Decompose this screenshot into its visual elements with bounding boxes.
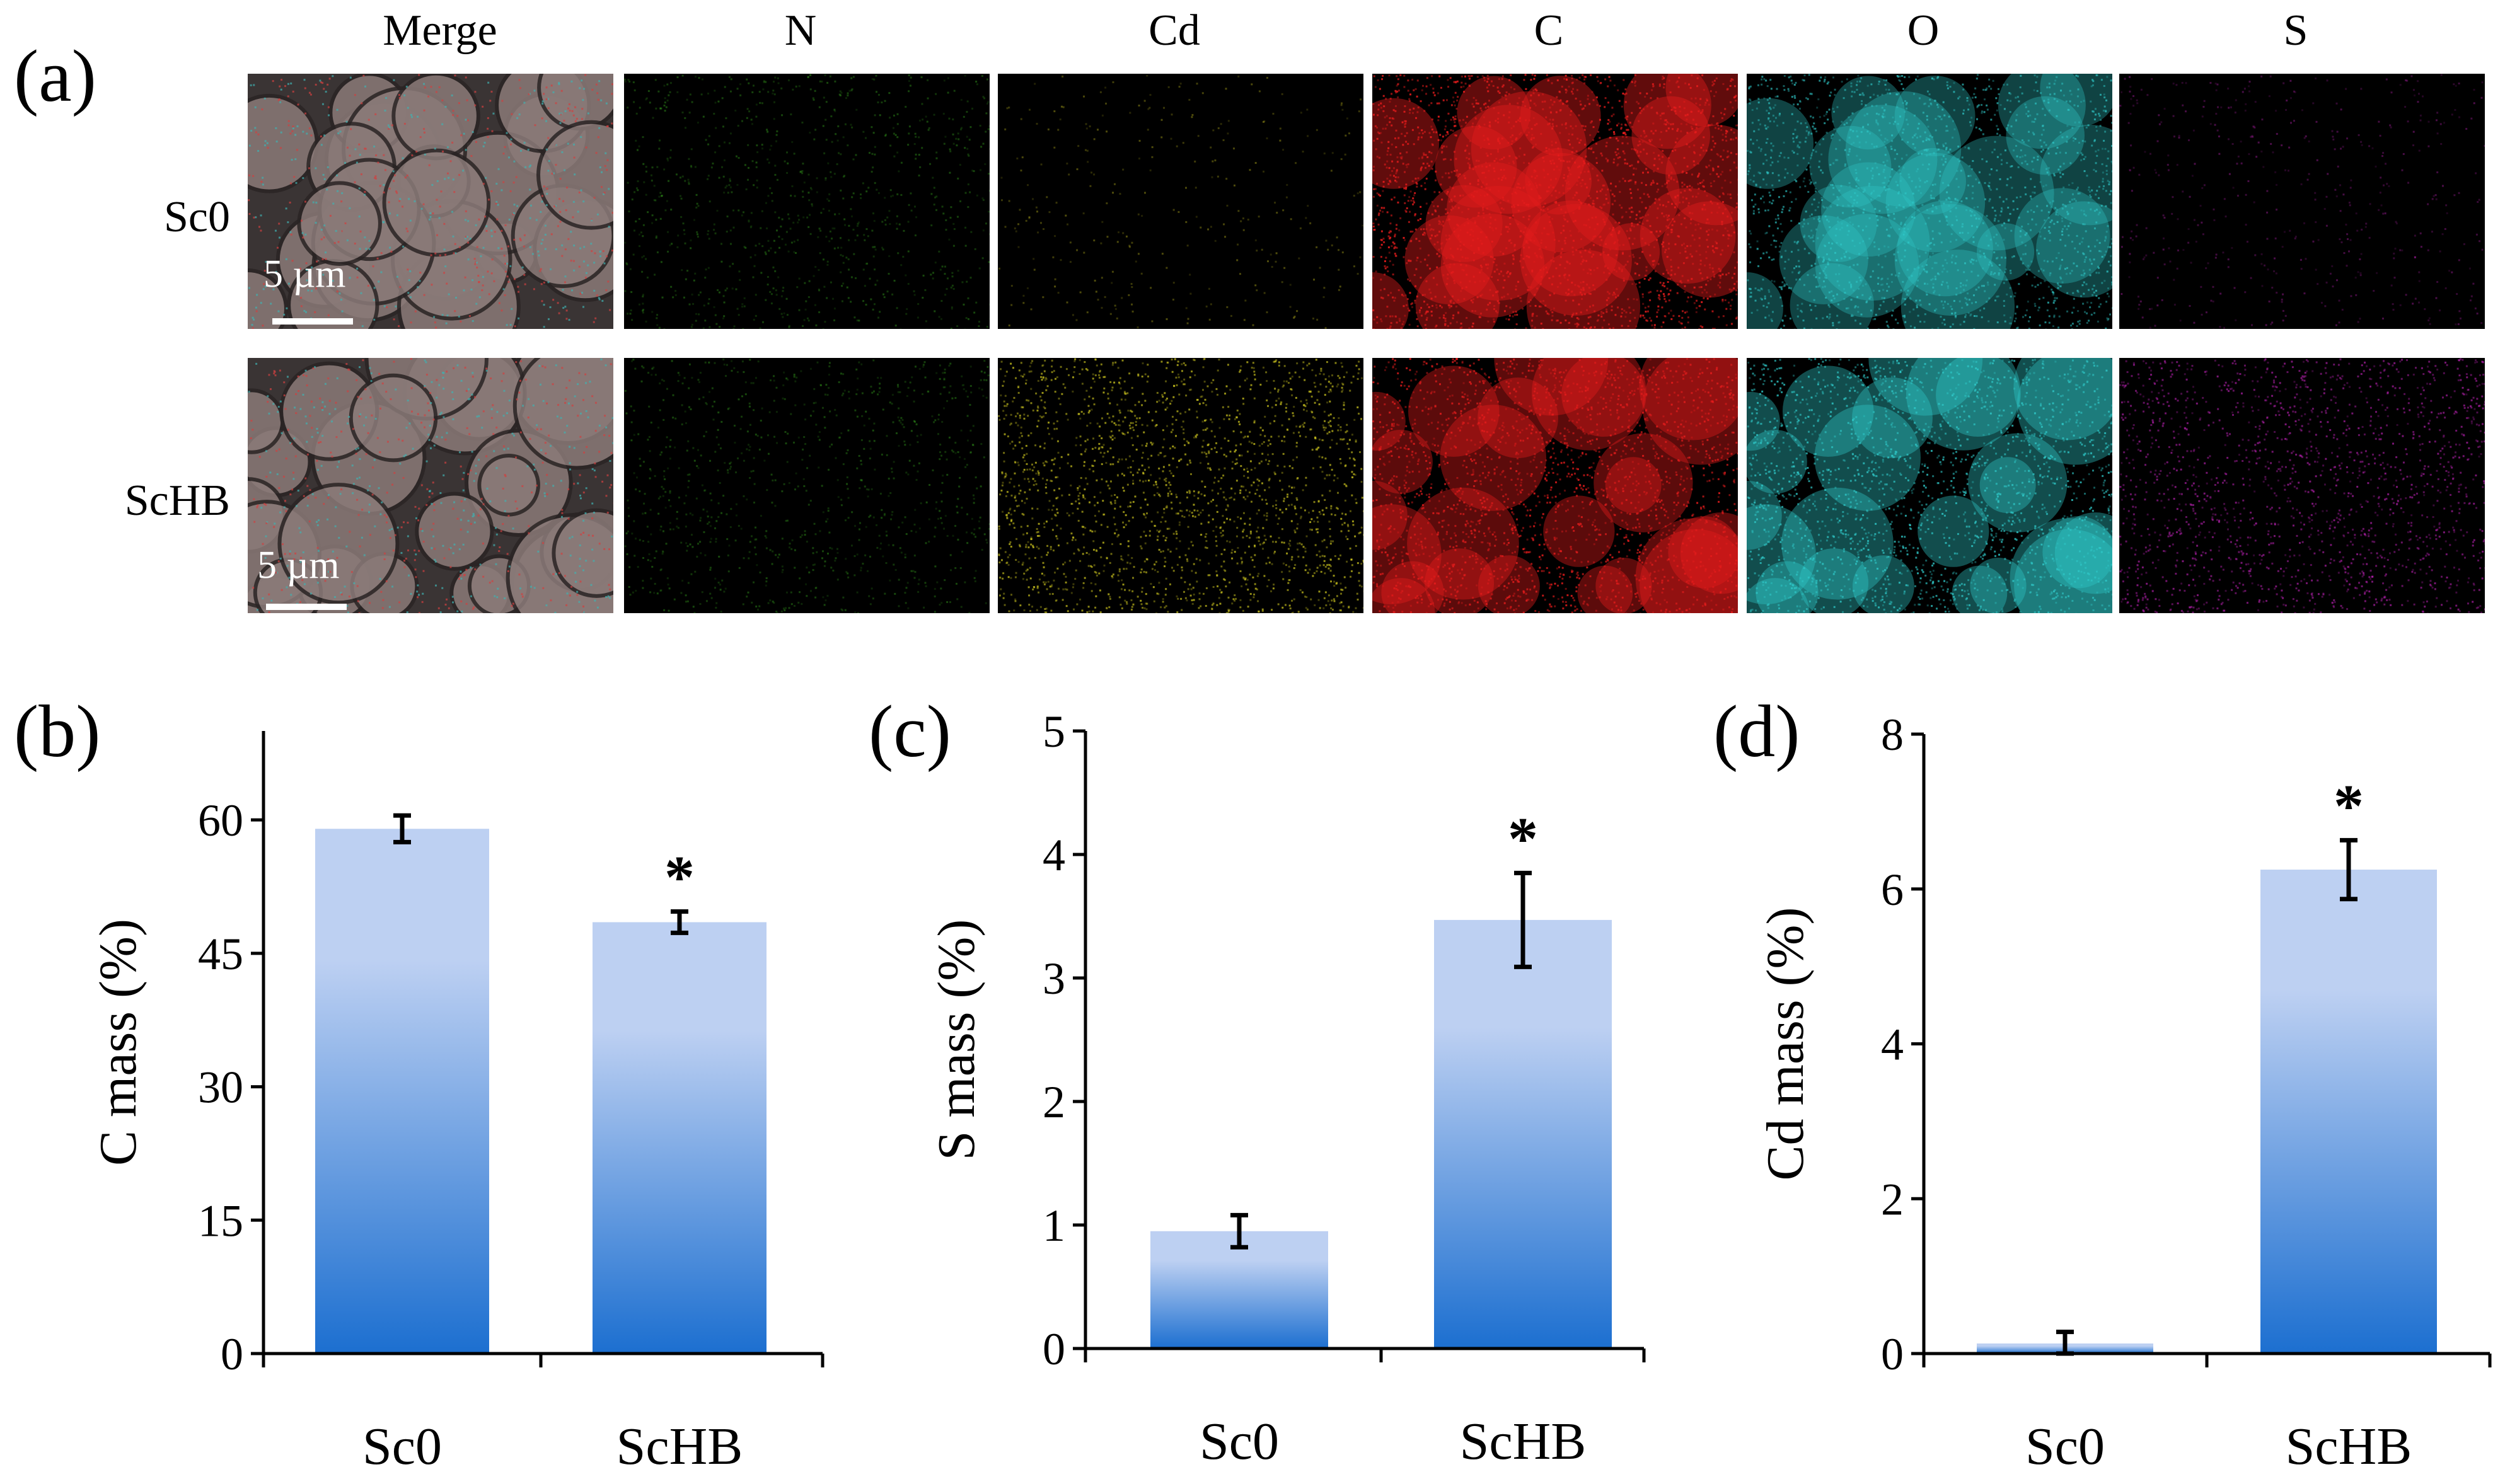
- column-header-c: C: [1534, 6, 1564, 55]
- y-tick-label-c-1: 1: [1043, 1200, 1065, 1251]
- x-tick-label-d-sc0: Sc0: [2025, 1417, 2105, 1476]
- x-tick-label-c-schb: ScHB: [1460, 1412, 1587, 1471]
- eds-map-sc0-merge: [248, 74, 613, 329]
- eds-map-schb-n: [624, 358, 990, 613]
- row-label-sc0: Sc0: [164, 193, 230, 241]
- column-header-o: O: [1907, 6, 1940, 55]
- y-axis-label-d: Cd mass (%): [1756, 907, 1815, 1181]
- column-header-n: N: [784, 6, 817, 55]
- scale-label-schb: 5 µm: [257, 544, 340, 587]
- x-tick-label-b-sc0: Sc0: [362, 1417, 442, 1476]
- y-tick-label-c-0: 0: [1043, 1324, 1065, 1374]
- y-axis-label-c: S mass (%): [927, 919, 986, 1161]
- eds-map-schb-c: [1372, 358, 1738, 613]
- y-tick-label-b-30: 30: [198, 1062, 243, 1113]
- bar-b-sc0: [315, 829, 489, 1354]
- significance-b-1: *: [664, 844, 695, 911]
- eds-map-schb-o: [1747, 358, 2112, 613]
- eds-map-sc0-cd: [998, 74, 1363, 329]
- y-tick-label-b-15: 15: [198, 1195, 243, 1246]
- bar-c-schb: [1434, 919, 1612, 1349]
- eds-map-schb-s: [2119, 358, 2485, 613]
- eds-map-sc0-s: [2119, 74, 2485, 329]
- panel-a-label: (a): [14, 35, 96, 117]
- x-tick-label-b-schb: ScHB: [616, 1417, 743, 1476]
- y-axis-label-b: C mass (%): [89, 919, 148, 1166]
- y-tick-label-b-60: 60: [198, 795, 243, 846]
- y-tick-label-b-0: 0: [221, 1329, 243, 1379]
- eds-map-schb-merge: [248, 358, 613, 613]
- column-header-merge: Merge: [383, 6, 497, 55]
- y-tick-label-d-8: 8: [1881, 710, 1904, 760]
- row-label-schb: ScHB: [124, 476, 230, 525]
- panel-d-label: (d): [1713, 690, 1800, 773]
- panel-b-label: (b): [14, 690, 101, 773]
- panel-c-label: (c): [869, 690, 951, 773]
- significance-c-1: *: [1508, 805, 1538, 872]
- y-tick-label-d-2: 2: [1881, 1174, 1904, 1224]
- scale-bar-sc0: [272, 318, 353, 325]
- eds-map-sc0-n: [624, 74, 990, 329]
- scale-label-sc0: 5 µm: [263, 253, 346, 296]
- eds-map-sc0-c: [1372, 74, 1738, 329]
- eds-map-sc0-o: [1747, 74, 2112, 329]
- y-tick-label-c-2: 2: [1043, 1077, 1065, 1127]
- eds-map-schb-cd: [998, 358, 1363, 613]
- y-tick-label-d-6: 6: [1881, 865, 1904, 915]
- y-tick-label-d-4: 4: [1881, 1020, 1904, 1070]
- bar-c-sc0: [1150, 1231, 1328, 1349]
- significance-d-1: *: [2334, 772, 2364, 839]
- y-tick-label-c-3: 3: [1043, 953, 1065, 1004]
- scale-bar-schb: [266, 604, 347, 610]
- y-tick-label-d-0: 0: [1881, 1329, 1904, 1379]
- column-header-s: S: [2283, 6, 2308, 55]
- column-header-cd: Cd: [1148, 6, 1200, 55]
- y-tick-label-b-45: 45: [198, 929, 243, 979]
- y-tick-label-c-5: 5: [1043, 706, 1065, 757]
- y-tick-label-c-4: 4: [1043, 830, 1065, 880]
- bar-d-schb: [2260, 870, 2437, 1354]
- bar-b-schb: [593, 922, 767, 1354]
- x-tick-label-d-schb: ScHB: [2286, 1417, 2412, 1476]
- x-tick-label-c-sc0: Sc0: [1200, 1412, 1279, 1471]
